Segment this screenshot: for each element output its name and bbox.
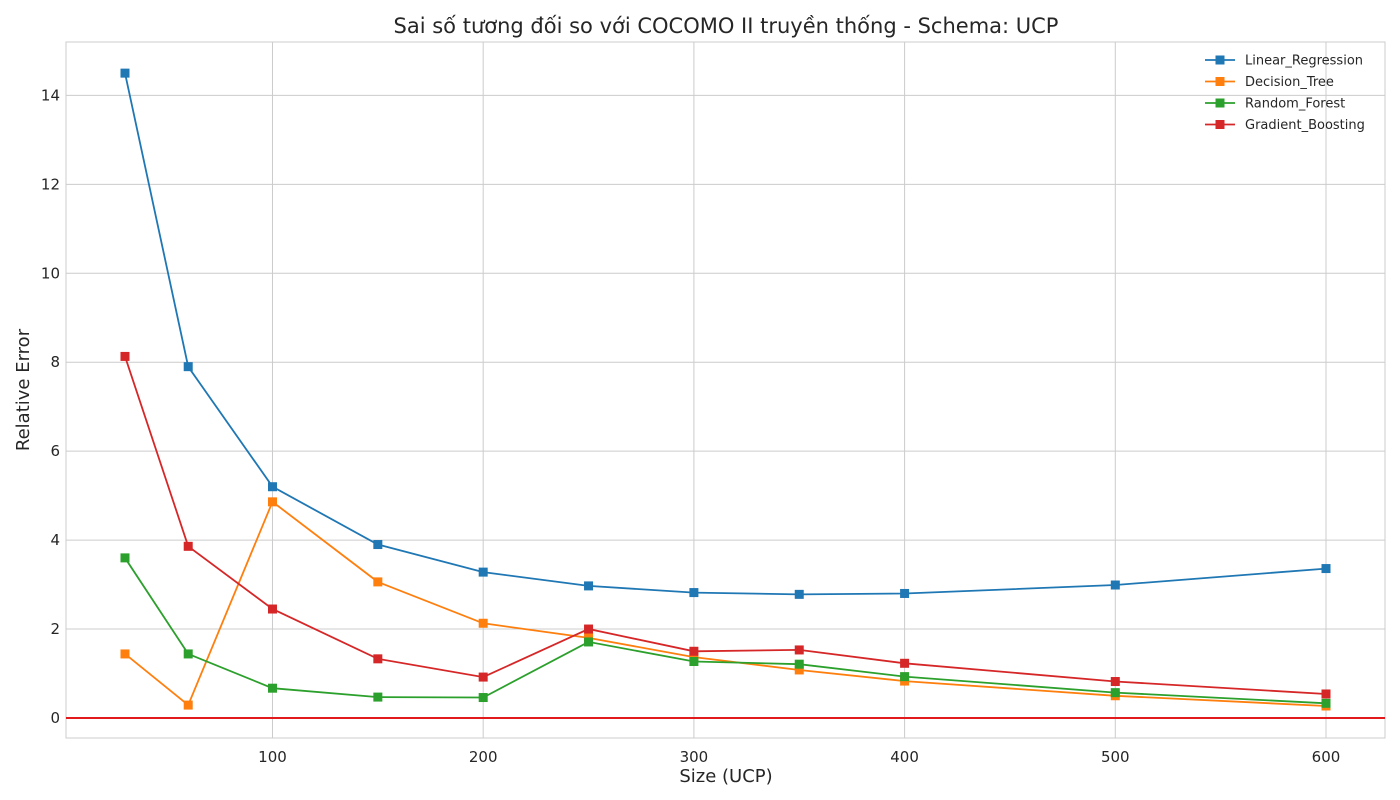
data-point-linear-regression [267, 482, 277, 492]
data-point-decision-tree [373, 577, 383, 587]
series-line-random-forest [124, 557, 1327, 705]
data-point-decision-tree [478, 618, 488, 628]
series-gradient-boosting [120, 351, 1331, 699]
data-point-random-forest [1321, 698, 1331, 708]
data-point-gradient-boosting [373, 654, 383, 664]
y-tick-label: 8 [50, 353, 60, 371]
data-point-gradient-boosting [183, 541, 193, 551]
legend-marker [1215, 98, 1225, 108]
series-linear-regression [120, 68, 1331, 599]
data-point-random-forest [1110, 688, 1120, 698]
y-tick-label: 6 [50, 442, 60, 460]
x-tick-label: 600 [1312, 748, 1341, 766]
y-tick-label: 4 [50, 531, 60, 549]
x-tick-label: 400 [890, 748, 919, 766]
legend-marker [1215, 77, 1225, 86]
legend-label: Gradient_Boosting [1245, 118, 1365, 133]
data-point-linear-regression [794, 589, 804, 599]
data-point-decision-tree [267, 497, 277, 507]
data-point-linear-regression [478, 567, 488, 577]
data-point-linear-regression [689, 588, 699, 598]
series-group [120, 68, 1331, 711]
series-line-decision-tree [124, 500, 1327, 707]
data-point-linear-regression [120, 68, 130, 78]
data-point-gradient-boosting [1110, 677, 1120, 687]
data-point-gradient-boosting [900, 658, 910, 668]
x-tick-label: 200 [469, 748, 498, 766]
y-axis-label: Relative Error [13, 328, 34, 451]
x-tick-label: 100 [258, 748, 287, 766]
legend-item-linear-regression: Linear_Regression [1205, 54, 1363, 69]
data-point-linear-regression [1321, 564, 1331, 574]
y-tick-label: 10 [41, 264, 60, 282]
data-point-decision-tree [120, 649, 130, 659]
data-point-random-forest [120, 553, 130, 563]
y-tick-label: 0 [50, 709, 60, 727]
data-point-decision-tree [183, 700, 193, 710]
grid [66, 42, 1385, 738]
legend-marker [1215, 120, 1225, 129]
y-tick-label: 14 [41, 86, 60, 104]
series-decision-tree [120, 497, 1331, 711]
legend-item-random-forest: Random_Forest [1205, 97, 1345, 112]
x-tick-label: 300 [680, 748, 709, 766]
legend-label: Random_Forest [1245, 97, 1345, 112]
data-point-linear-regression [183, 362, 193, 372]
x-axis-label: Size (UCP) [679, 766, 772, 787]
data-point-random-forest [689, 657, 699, 667]
legend-item-gradient-boosting: Gradient_Boosting [1205, 118, 1365, 133]
legend: Linear_Regression Decision_Tree Random_For… [1205, 54, 1365, 133]
data-point-random-forest [373, 692, 383, 702]
data-point-random-forest [584, 637, 594, 647]
plot-frame [65, 41, 1386, 739]
data-point-random-forest [478, 693, 488, 703]
data-point-gradient-boosting [584, 624, 594, 634]
data-point-linear-regression [900, 588, 910, 598]
data-point-random-forest [794, 659, 804, 669]
y-tick-label: 12 [41, 175, 60, 193]
data-point-linear-regression [373, 540, 383, 550]
series-line-gradient-boosting [124, 356, 1327, 695]
data-point-decision-tree [794, 665, 804, 675]
data-point-linear-regression [584, 581, 594, 591]
series-line-linear-regression [124, 72, 1327, 596]
data-point-gradient-boosting [1321, 689, 1331, 699]
series-random-forest [120, 553, 1331, 708]
data-point-gradient-boosting [478, 672, 488, 682]
data-point-random-forest [900, 672, 910, 682]
legend-item-decision-tree: Decision_Tree [1205, 75, 1334, 90]
data-point-gradient-boosting [689, 646, 699, 656]
legend-label: Linear_Regression [1245, 54, 1363, 69]
data-point-random-forest [183, 649, 193, 659]
y-tick-label: 2 [50, 620, 60, 638]
legend-label: Decision_Tree [1245, 75, 1334, 90]
tick-labels: 100 200 300 400 500 600 0 2 4 6 8 10 12 14 [41, 86, 1340, 766]
data-point-gradient-boosting [267, 604, 277, 614]
data-point-random-forest [267, 683, 277, 693]
chart-title: Sai số tương đối so với COCOMO II truyền… [394, 14, 1059, 38]
legend-marker [1215, 55, 1225, 65]
data-point-linear-regression [1110, 580, 1120, 590]
x-tick-label: 500 [1101, 748, 1130, 766]
data-point-gradient-boosting [120, 351, 130, 361]
data-point-gradient-boosting [794, 645, 804, 655]
